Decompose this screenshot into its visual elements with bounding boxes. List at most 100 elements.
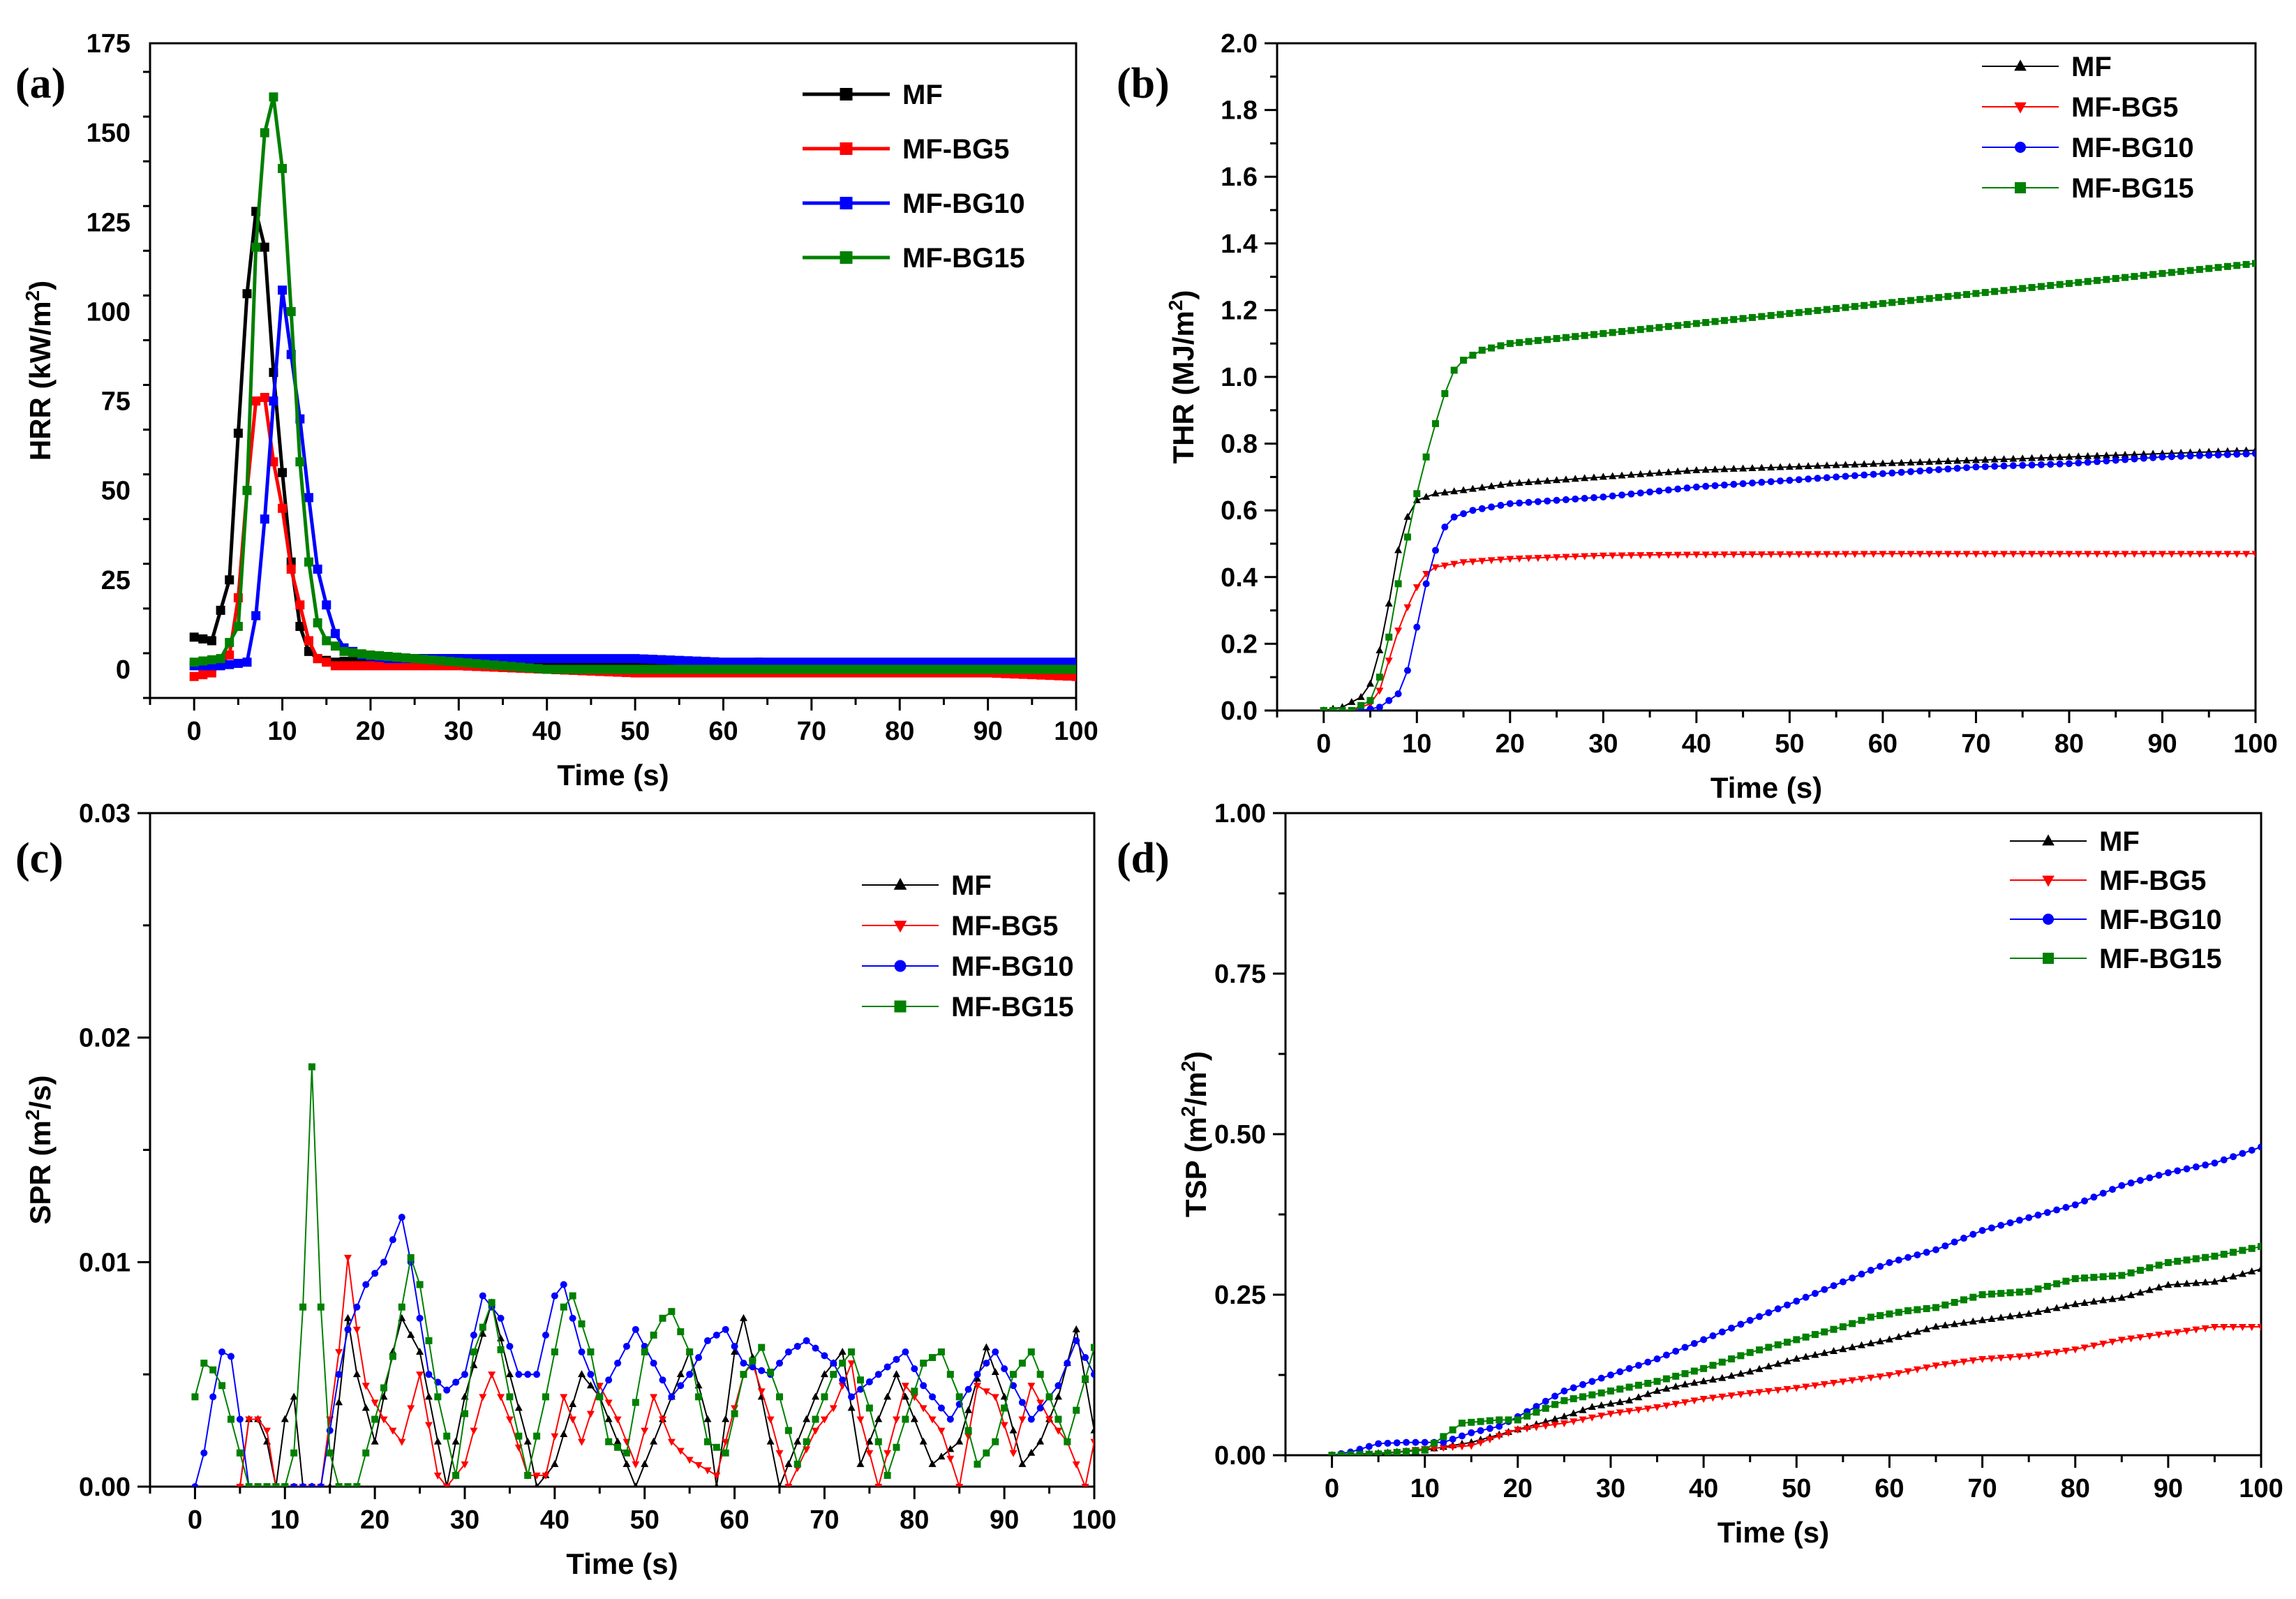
data-point — [895, 657, 904, 667]
data-point — [1412, 1438, 1419, 1446]
data-point — [641, 1427, 649, 1435]
data-point — [1062, 664, 1072, 674]
data-point — [1533, 1403, 1540, 1411]
data-point — [2127, 1269, 2135, 1277]
data-point — [551, 654, 560, 664]
data-point — [1616, 1398, 1624, 1406]
data-point — [1449, 1436, 1456, 1443]
data-point — [1597, 1389, 1605, 1397]
data-point — [2205, 551, 2213, 558]
data-point — [1720, 465, 1729, 473]
data-point — [1861, 471, 1868, 479]
data-point — [2248, 1244, 2256, 1252]
data-point — [838, 1348, 847, 1355]
data-point — [595, 654, 605, 664]
data-point — [659, 1314, 666, 1322]
data-point — [505, 1416, 514, 1424]
data-point — [2089, 1342, 2098, 1350]
data-point — [1923, 1364, 1931, 1371]
data-point — [1440, 488, 1449, 496]
data-point — [427, 655, 437, 665]
data-point — [470, 1331, 477, 1339]
data-point — [507, 662, 516, 671]
data-point — [1842, 304, 1849, 311]
data-point — [1941, 1301, 1949, 1309]
data-point — [1597, 1401, 1606, 1408]
data-point — [886, 657, 896, 667]
data-point — [470, 1427, 478, 1435]
legend-label: MF-BG10 — [902, 188, 1025, 219]
x-tick-label: 40 — [540, 1505, 569, 1535]
data-point — [1699, 1377, 1708, 1385]
data-point — [1570, 1409, 1578, 1417]
data-point — [686, 1348, 694, 1355]
data-point — [1746, 1390, 1754, 1397]
data-point — [198, 670, 208, 680]
x-tick-label: 30 — [444, 717, 473, 746]
data-point — [2028, 283, 2036, 291]
data-point — [1590, 553, 1598, 560]
data-point — [1692, 320, 1700, 327]
data-point — [1764, 1362, 1773, 1370]
data-point — [361, 1383, 370, 1390]
data-point — [578, 1370, 586, 1378]
data-point — [533, 654, 543, 664]
data-point — [1439, 1444, 1447, 1452]
data-point — [1627, 490, 1635, 498]
data-point — [1506, 500, 1514, 507]
y-tick-label: 0.8 — [1221, 430, 1258, 459]
x-tick-label: 0 — [1316, 729, 1331, 759]
data-point — [1758, 313, 1766, 320]
data-point — [479, 1330, 487, 1337]
data-point — [452, 1378, 460, 1386]
data-point — [2025, 1353, 2033, 1360]
data-point — [623, 1342, 630, 1350]
y-tick-label: 0.75 — [1214, 960, 1266, 989]
data-point — [1366, 679, 1375, 687]
data-point — [498, 661, 508, 671]
data-point — [839, 1360, 847, 1367]
data-point — [713, 1472, 721, 1480]
data-point — [749, 1363, 756, 1371]
data-point — [2130, 551, 2138, 558]
data-point — [1764, 1388, 1773, 1395]
data-point — [1662, 1375, 1670, 1383]
data-point — [1877, 1263, 1884, 1270]
data-point — [1403, 667, 1411, 674]
data-point — [218, 1348, 226, 1355]
data-point — [524, 663, 534, 673]
data-point — [366, 650, 375, 660]
data-point — [1609, 472, 1617, 479]
data-point — [1543, 477, 1551, 484]
data-point — [1988, 1224, 1995, 1232]
data-point — [2121, 450, 2129, 458]
data-point — [1625, 1383, 1633, 1391]
data-point — [1653, 1355, 1661, 1362]
data-point — [2112, 274, 2119, 282]
data-point — [1748, 313, 1756, 321]
data-point — [1054, 664, 1064, 674]
data-point — [983, 657, 993, 667]
data-point — [973, 1374, 981, 1382]
data-point — [1588, 1378, 1596, 1385]
data-point — [1478, 505, 1486, 512]
data-point — [2182, 1279, 2191, 1287]
series-mf-bg15 — [191, 1063, 1094, 1487]
data-point — [1478, 346, 1486, 354]
data-point — [1960, 1296, 1967, 1304]
data-point — [1064, 1360, 1071, 1367]
data-point — [343, 1254, 352, 1262]
data-point — [1542, 1404, 1549, 1412]
data-point — [1888, 551, 1896, 558]
data-point — [921, 664, 931, 674]
data-point — [2090, 1193, 2098, 1201]
data-point — [1839, 1378, 1847, 1386]
data-point — [1486, 1436, 1494, 1443]
data-point — [1832, 461, 1840, 468]
data-point — [1898, 551, 1906, 558]
data-point — [1795, 476, 1803, 484]
data-point — [2183, 1256, 2191, 1264]
series-mf — [1321, 446, 2256, 711]
data-point — [851, 664, 860, 674]
